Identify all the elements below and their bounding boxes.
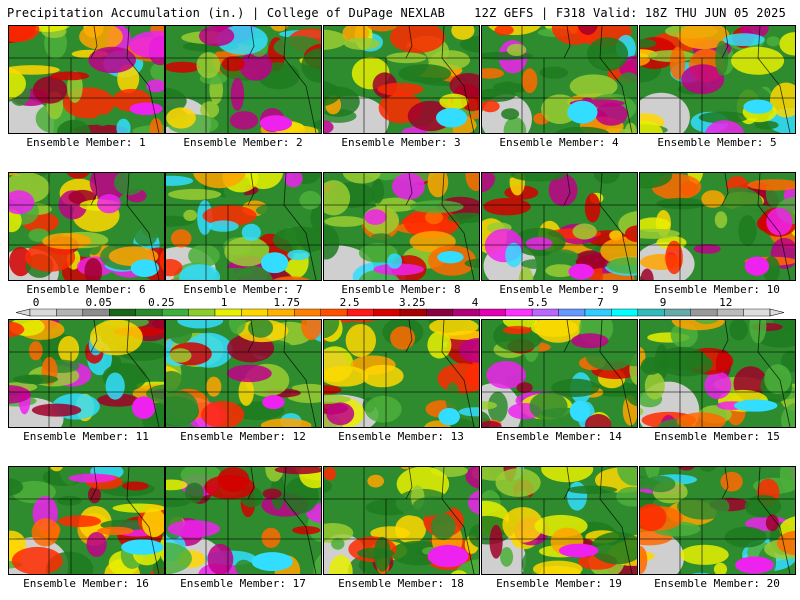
ensemble-member-label: Ensemble Member: 7 [183,283,303,296]
ensemble-member-label: Ensemble Member: 19 [496,577,622,590]
colorbar-swatch [584,308,612,317]
ensemble-member-label: Ensemble Member: 10 [654,283,780,296]
colorbar-tick-label: 1 [221,298,228,309]
ensemble-map-panel [323,25,480,134]
colorbar-max-arrow [769,308,785,317]
colorbar-tick-label: 3.25 [399,298,426,309]
colorbar-swatch [637,308,665,317]
ensemble-member-label: Ensemble Member: 4 [499,136,619,149]
colorbar-swatch [188,308,216,317]
ensemble-map-panel [323,172,480,281]
ensemble-map-panel [165,466,322,575]
colorbar-swatch [452,308,480,317]
colorbar-tick-label: 4 [472,298,479,309]
ensemble-member-label: Ensemble Member: 8 [341,283,461,296]
colorbar-swatch [29,308,57,317]
colorbar-swatch [214,308,242,317]
ensemble-member-label: Ensemble Member: 20 [654,577,780,590]
ensemble-member-label: Ensemble Member: 11 [23,430,149,443]
colorbar-swatch [82,308,110,317]
ensemble-map-panel [639,319,796,428]
ensemble-member-label: Ensemble Member: 12 [180,430,306,443]
colorbar-swatch [320,308,348,317]
colorbar-tick-label: 0 [33,298,40,309]
ensemble-member-label: Ensemble Member: 9 [499,283,619,296]
ensemble-map-panel [639,466,796,575]
ensemble-map-panel [165,172,322,281]
ensemble-map-panel [8,466,165,575]
ensemble-map-panel [323,466,480,575]
colorbar-min-arrow [15,308,31,317]
ensemble-member-label: Ensemble Member: 13 [338,430,464,443]
colorbar-tick-label: 0.05 [85,298,112,309]
colorbar-swatch [743,308,771,317]
colorbar-tick-label: 0.25 [148,298,175,309]
colorbar-swatch [56,308,84,317]
map-title: Precipitation Accumulation (in.) | Colle… [7,6,446,20]
run-valid-time: 12Z GEFS | F318 Valid: 18Z THU JUN 05 20… [474,6,786,20]
ensemble-member-label: Ensemble Member: 17 [180,577,306,590]
ensemble-member-label: Ensemble Member: 15 [654,430,780,443]
colorbar-swatch [611,308,639,317]
colorbar-swatch [690,308,718,317]
ensemble-map-panel [481,172,638,281]
colorbar-swatch [399,308,427,317]
ensemble-member-label: Ensemble Member: 2 [183,136,303,149]
ensemble-map-panel [165,319,322,428]
ensemble-map-panel [639,25,796,134]
colorbar-swatch [135,308,163,317]
colorbar-tick-label: 7 [597,298,604,309]
ensemble-map-panel [481,319,638,428]
ensemble-map-panel [639,172,796,281]
ensemble-map-panel [323,319,480,428]
colorbar-swatch [294,308,321,317]
colorbar-tick-label: 1.75 [274,298,301,309]
colorbar-swatch [664,308,691,317]
colorbar-swatch [109,308,136,317]
ensemble-map-panel [165,25,322,134]
colorbar-tick-label: 2.5 [340,298,360,309]
ensemble-member-label: Ensemble Member: 18 [338,577,464,590]
precip-colorbar: 0 0.05 0.25 1 1.75 2.5 3.25 4 5.5 7 9 12 [15,298,785,317]
ensemble-map-panel [8,319,165,428]
colorbar-swatch [558,308,586,317]
ensemble-member-label: Ensemble Member: 14 [496,430,622,443]
colorbar-swatch [531,308,559,317]
colorbar-swatch [479,308,506,317]
ensemble-map-panel [8,172,165,281]
ensemble-member-label: Ensemble Member: 1 [26,136,146,149]
ensemble-map-panel [481,466,638,575]
colorbar-tick-label: 12 [719,298,732,309]
colorbar-swatch [716,308,744,317]
colorbar-tick-label: 5.5 [528,298,548,309]
colorbar-swatch [373,308,401,317]
ensemble-member-label: Ensemble Member: 5 [657,136,777,149]
colorbar-tick-label: 9 [660,298,667,309]
ensemble-member-label: Ensemble Member: 3 [341,136,461,149]
colorbar-swatch [426,308,454,317]
ensemble-map-panel [481,25,638,134]
colorbar-swatch [505,308,533,317]
colorbar-swatch [161,308,189,317]
colorbar-swatch [346,308,374,317]
ensemble-member-label: Ensemble Member: 16 [23,577,149,590]
ensemble-member-label: Ensemble Member: 6 [26,283,146,296]
ensemble-map-panel [8,25,165,134]
colorbar-swatch [241,308,269,317]
colorbar-swatch [267,308,295,317]
